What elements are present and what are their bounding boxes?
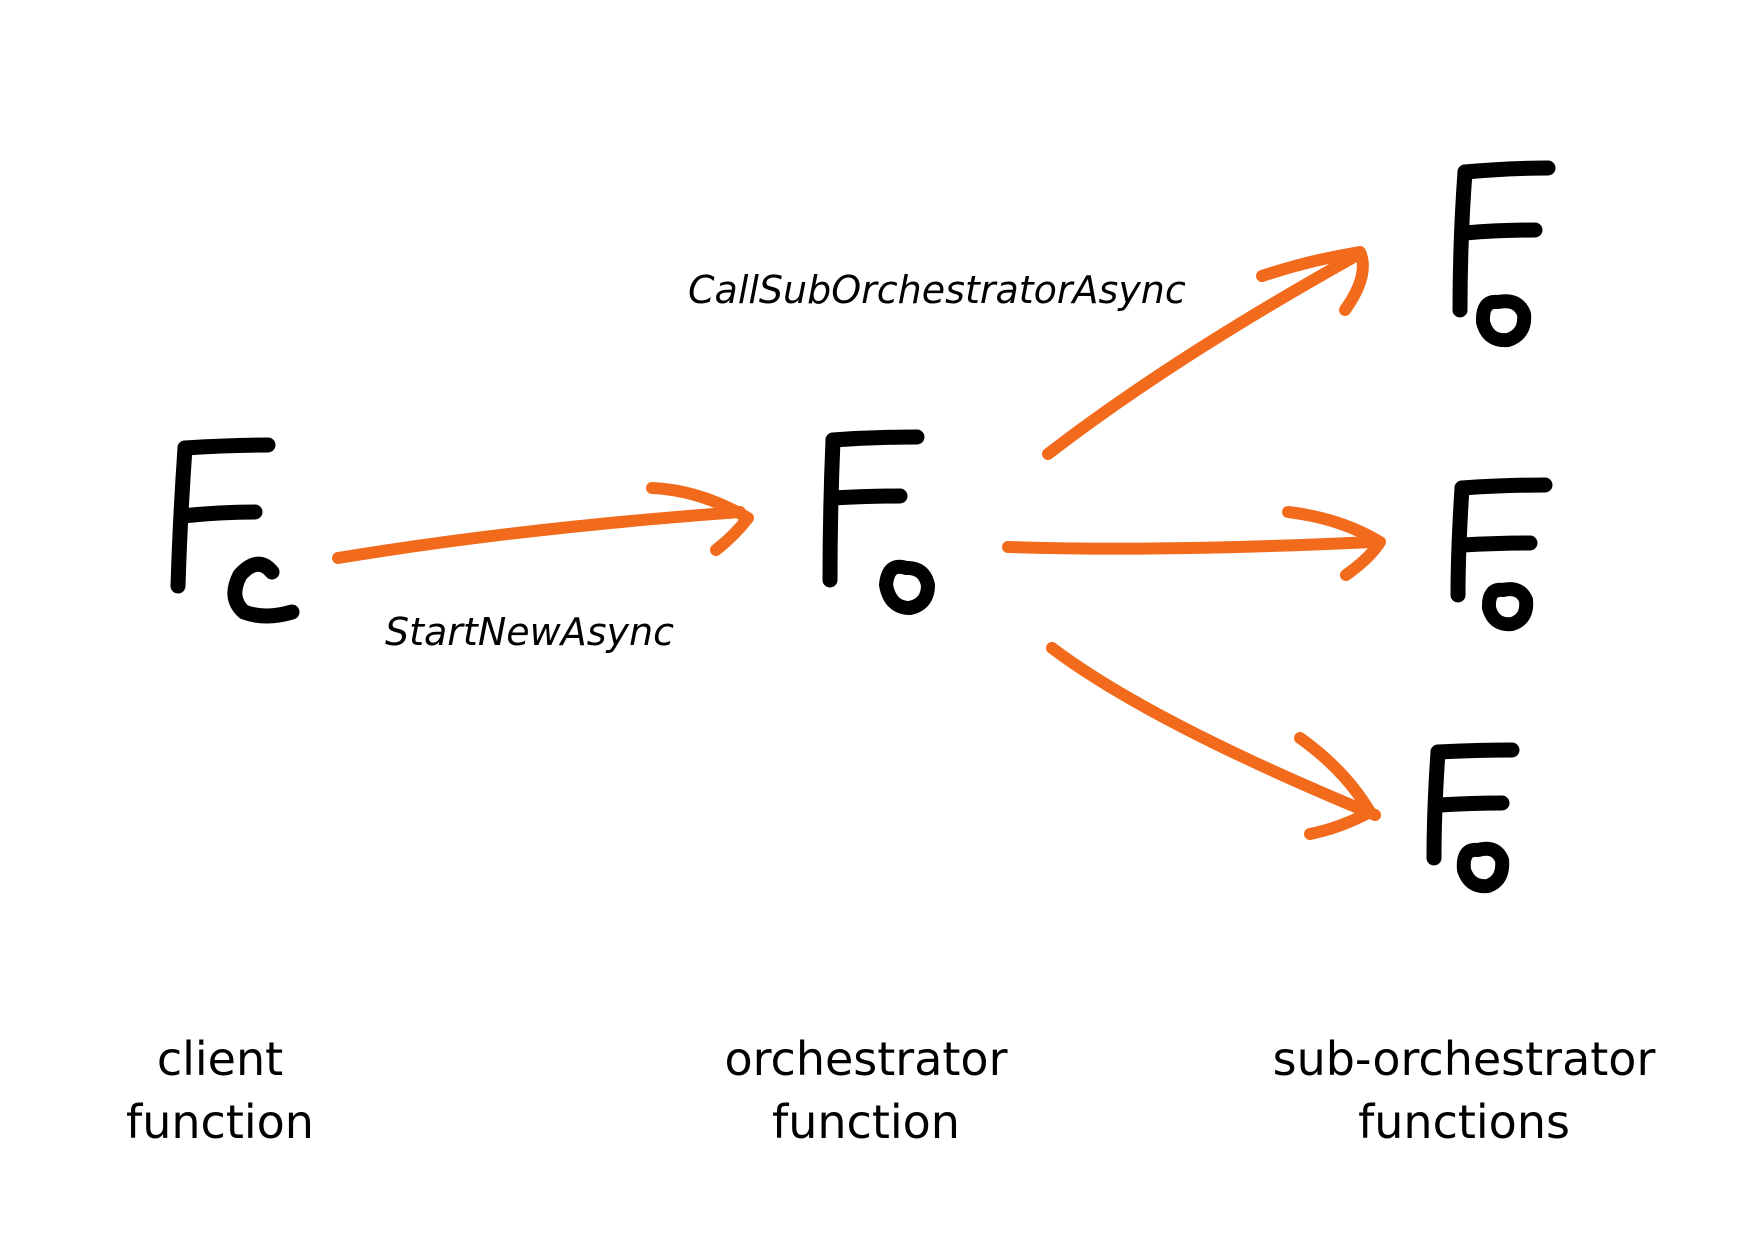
client-f-glyph — [170, 437, 276, 594]
orchestrator-function-node — [822, 429, 935, 615]
caption-line: sub-orchestrator — [1273, 1032, 1656, 1086]
caption-orchestrator-function: orchestrator function — [725, 1032, 1008, 1149]
sub-orchestrator-subscript-o-glyph — [1475, 294, 1532, 348]
sub-orchestrator-f-glyph — [1450, 477, 1553, 603]
arrow-client-to-orchestrator — [332, 482, 754, 564]
caption-line: client — [157, 1032, 283, 1086]
caption-line: function — [126, 1095, 314, 1149]
caption-client-function: client function — [126, 1032, 314, 1149]
arrow-to-sub-orchestrator-bottom — [1046, 642, 1381, 840]
orchestrator-subscript-o-glyph — [879, 559, 935, 615]
edge-label-call-sub-orchestrator-async: CallSubOrchestratorAsync — [688, 268, 1186, 312]
sub-orchestrator-node — [1450, 477, 1553, 632]
arrow-to-sub-orchestrator-top — [1042, 246, 1369, 460]
caption-line: orchestrator — [725, 1032, 1008, 1086]
sub-orchestrator-f-glyph — [1452, 160, 1556, 318]
caption-line: functions — [1358, 1095, 1570, 1149]
caption-sub-orchestrator-functions: sub-orchestrator functions — [1273, 1032, 1656, 1149]
sub-orchestrator-node — [1426, 742, 1520, 894]
sub-orchestrator-f-glyph — [1426, 742, 1520, 866]
client-subscript-c-glyph — [227, 556, 300, 624]
sub-orchestrator-subscript-o-glyph — [1456, 841, 1510, 894]
arrow-to-sub-orchestrator-middle — [1002, 506, 1386, 581]
orchestrator-f-glyph — [822, 429, 925, 588]
sub-orchestrator-subscript-o-glyph — [1481, 582, 1534, 632]
client-function-node — [170, 437, 300, 624]
caption-line: function — [772, 1095, 960, 1149]
edge-label-start-new-async: StartNewAsync — [385, 610, 674, 654]
sub-orchestrator-node — [1452, 160, 1556, 348]
